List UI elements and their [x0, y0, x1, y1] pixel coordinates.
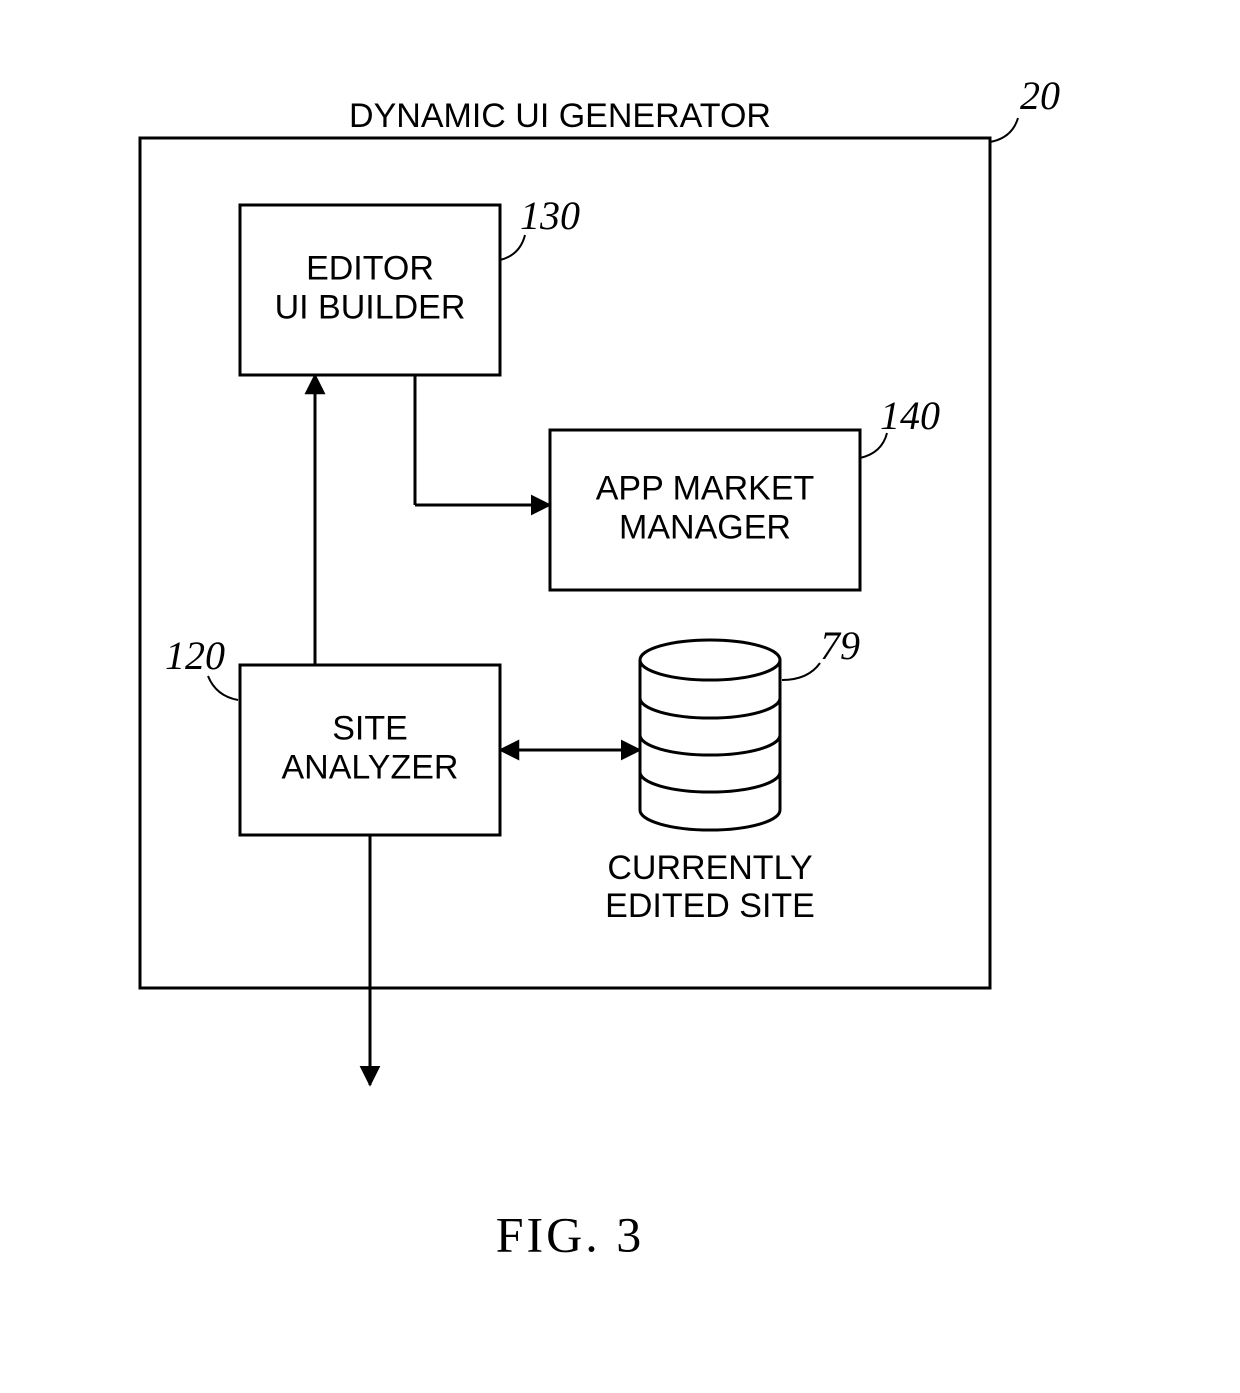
container-dynamic-ui-generator: DYNAMIC UI GENERATOR 20 — [140, 73, 1060, 988]
database-label-1: EDITED SITE — [605, 887, 815, 925]
box-editor-ref: 130 — [520, 193, 580, 238]
box-market-label-1: MANAGER — [619, 509, 791, 547]
box-analyzer-ref: 120 — [165, 633, 225, 678]
box-editor-label-1: UI BUILDER — [275, 289, 466, 327]
box-market-ref: 140 — [880, 393, 940, 438]
database-ref: 79 — [820, 623, 860, 668]
container-ref: 20 — [1020, 73, 1060, 118]
box-analyzer: SITEANALYZER 120 — [165, 633, 500, 835]
database-icon: CURRENTLYEDITED SITE 79 — [605, 623, 860, 925]
box-market-label-0: APP MARKET — [596, 469, 815, 507]
box-analyzer-label-0: SITE — [332, 709, 408, 747]
box-editor: EDITORUI BUILDER 130 — [240, 193, 580, 375]
box-market: APP MARKETMANAGER 140 — [550, 393, 940, 590]
container-title: DYNAMIC UI GENERATOR — [349, 97, 771, 135]
box-analyzer-label-1: ANALYZER — [282, 749, 459, 787]
box-editor-label-0: EDITOR — [306, 249, 434, 287]
figure-label: FIG. 3 — [496, 1206, 645, 1262]
database-label-0: CURRENTLY — [607, 849, 812, 887]
